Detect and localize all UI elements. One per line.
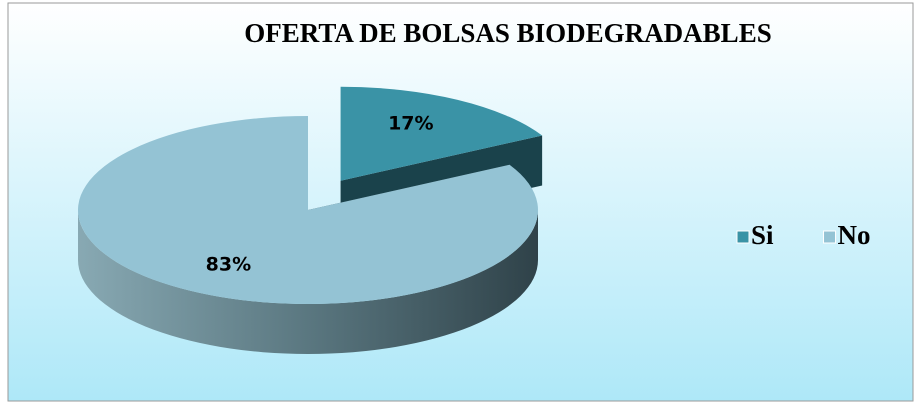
legend: Si No bbox=[736, 220, 871, 250]
pie: 17% 83% bbox=[77, 86, 543, 354]
chart-title: OFERTA DE BOLSAS BIODEGRADABLES bbox=[244, 18, 771, 48]
legend-swatch bbox=[736, 230, 750, 244]
data-label: 83% bbox=[206, 254, 251, 276]
legend-label: Si bbox=[751, 220, 774, 250]
slice bbox=[340, 86, 543, 181]
legend-label: No bbox=[838, 220, 871, 250]
slice bbox=[77, 116, 538, 304]
data-label: 17% bbox=[388, 113, 433, 135]
slice-wall bbox=[78, 210, 538, 354]
legend-swatch bbox=[823, 230, 837, 244]
